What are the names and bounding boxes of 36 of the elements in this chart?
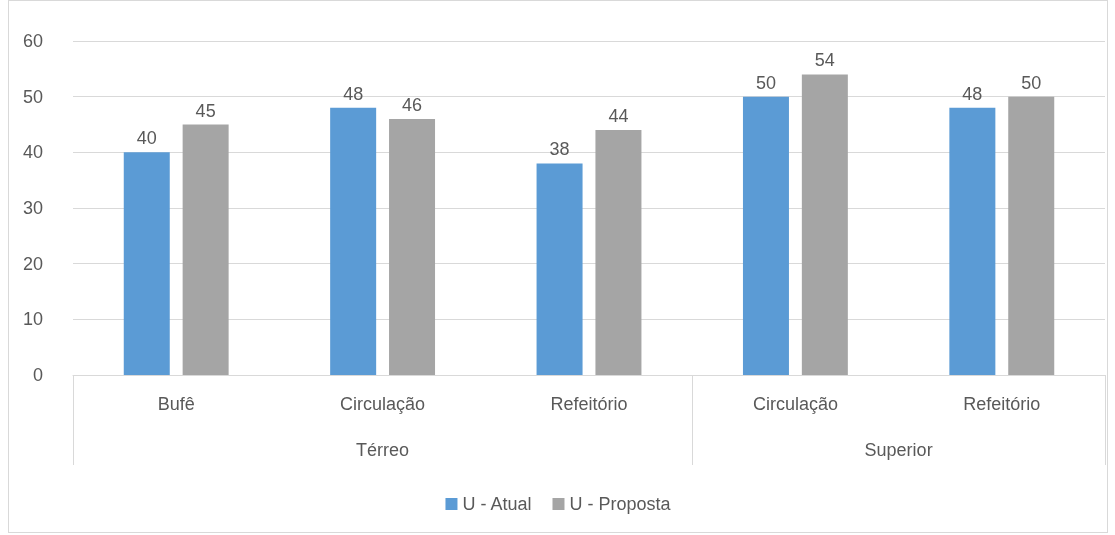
bar [330, 107, 377, 375]
y-tick-label: 30 [22, 198, 43, 218]
x-tick-label: Bufê [157, 394, 195, 414]
data-label: 44 [608, 106, 629, 127]
bar [182, 124, 229, 375]
y-tick-label: 10 [22, 309, 43, 330]
y-tick-label: 20 [22, 253, 43, 274]
data-label: 46 [402, 94, 423, 115]
data-label: 40 [136, 128, 157, 149]
x-tick-label: Refeitório [550, 394, 628, 414]
data-label: 48 [343, 83, 364, 104]
data-label: 50 [755, 72, 776, 93]
bar [949, 107, 996, 375]
x-tick-label: Circulação [340, 394, 426, 414]
data-label: 48 [962, 83, 983, 104]
legend-label: U - Atual [462, 494, 532, 514]
bar [1008, 96, 1055, 375]
y-tick-label: 50 [22, 86, 43, 107]
text: Térreo [356, 440, 410, 460]
bar [742, 96, 789, 375]
x-tick-label: Circulação [752, 394, 838, 414]
data-label: 50 [1021, 72, 1042, 93]
bar [801, 74, 848, 375]
legend-label: U - Proposta [569, 494, 672, 514]
data-label: 38 [549, 139, 570, 160]
bar [595, 130, 642, 375]
y-tick-label: 40 [22, 142, 43, 163]
x-tick-label: Refeitório [963, 394, 1041, 414]
bar [123, 152, 170, 375]
y-tick-label: 0 [32, 365, 43, 385]
y-tick-label: 60 [22, 31, 43, 51]
text: Superior [864, 440, 933, 460]
data-label: 54 [814, 50, 835, 71]
data-label: 45 [195, 100, 216, 121]
bar [536, 163, 583, 375]
bar [389, 118, 436, 375]
